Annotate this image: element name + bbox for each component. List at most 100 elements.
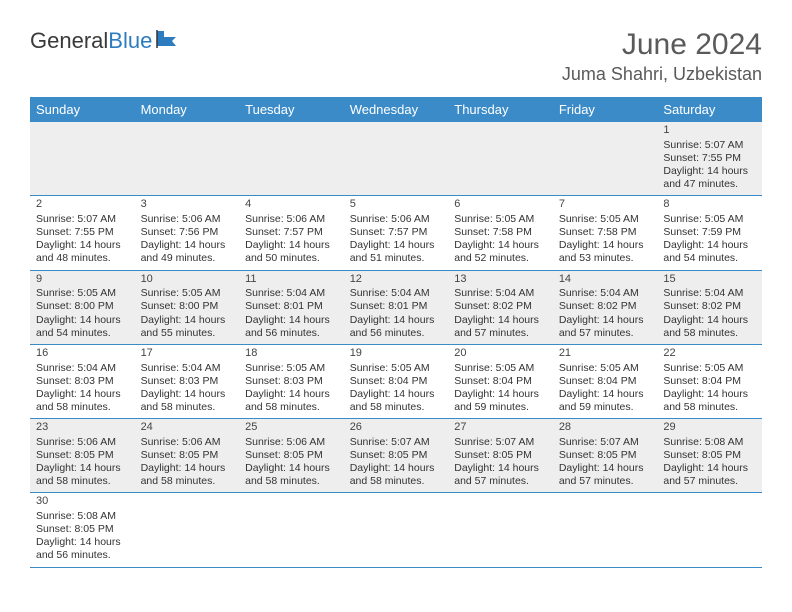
daylight-text: Daylight: 14 hours and 58 minutes. xyxy=(36,388,129,414)
calendar-day-cell: 7Sunrise: 5:05 AMSunset: 7:58 PMDaylight… xyxy=(553,196,658,270)
sunrise-text: Sunrise: 5:04 AM xyxy=(350,287,443,300)
day-number: 21 xyxy=(559,347,652,361)
daylight-text: Daylight: 14 hours and 59 minutes. xyxy=(559,388,652,414)
sunrise-text: Sunrise: 5:06 AM xyxy=(141,213,234,226)
calendar-day-cell xyxy=(344,122,449,196)
sunrise-text: Sunrise: 5:04 AM xyxy=(559,287,652,300)
sunset-text: Sunset: 8:05 PM xyxy=(350,449,443,462)
daylight-text: Daylight: 14 hours and 55 minutes. xyxy=(141,314,234,340)
sunset-text: Sunset: 8:03 PM xyxy=(141,375,234,388)
sunset-text: Sunset: 8:05 PM xyxy=(36,523,129,536)
calendar-week-row: 2Sunrise: 5:07 AMSunset: 7:55 PMDaylight… xyxy=(30,196,762,270)
calendar-day-cell: 4Sunrise: 5:06 AMSunset: 7:57 PMDaylight… xyxy=(239,196,344,270)
day-number: 29 xyxy=(663,421,756,435)
sunset-text: Sunset: 8:04 PM xyxy=(663,375,756,388)
daylight-text: Daylight: 14 hours and 47 minutes. xyxy=(663,165,756,191)
sunset-text: Sunset: 8:03 PM xyxy=(36,375,129,388)
location-subtitle: Juma Shahri, Uzbekistan xyxy=(562,64,762,85)
day-number: 15 xyxy=(663,273,756,287)
daylight-text: Daylight: 14 hours and 58 minutes. xyxy=(350,388,443,414)
day-number: 30 xyxy=(36,495,129,509)
day-number: 14 xyxy=(559,273,652,287)
calendar-day-cell: 27Sunrise: 5:07 AMSunset: 8:05 PMDayligh… xyxy=(448,419,553,493)
sunset-text: Sunset: 8:01 PM xyxy=(245,300,338,313)
daylight-text: Daylight: 14 hours and 57 minutes. xyxy=(559,314,652,340)
sunrise-text: Sunrise: 5:06 AM xyxy=(36,436,129,449)
logo: GeneralBlue xyxy=(30,28,182,54)
flag-icon xyxy=(156,28,182,54)
weekday-header: Monday xyxy=(135,97,240,122)
sunset-text: Sunset: 8:02 PM xyxy=(663,300,756,313)
sunrise-text: Sunrise: 5:07 AM xyxy=(663,139,756,152)
sunset-text: Sunset: 8:04 PM xyxy=(559,375,652,388)
calendar-day-cell: 3Sunrise: 5:06 AMSunset: 7:56 PMDaylight… xyxy=(135,196,240,270)
day-number: 4 xyxy=(245,198,338,212)
weekday-header: Tuesday xyxy=(239,97,344,122)
sunrise-text: Sunrise: 5:05 AM xyxy=(350,362,443,375)
sunrise-text: Sunrise: 5:07 AM xyxy=(559,436,652,449)
sunset-text: Sunset: 7:55 PM xyxy=(36,226,129,239)
sunrise-text: Sunrise: 5:08 AM xyxy=(36,510,129,523)
daylight-text: Daylight: 14 hours and 50 minutes. xyxy=(245,239,338,265)
calendar-day-cell: 13Sunrise: 5:04 AMSunset: 8:02 PMDayligh… xyxy=(448,270,553,344)
daylight-text: Daylight: 14 hours and 56 minutes. xyxy=(245,314,338,340)
day-number: 13 xyxy=(454,273,547,287)
daylight-text: Daylight: 14 hours and 49 minutes. xyxy=(141,239,234,265)
calendar-day-cell: 1Sunrise: 5:07 AMSunset: 7:55 PMDaylight… xyxy=(657,122,762,196)
calendar-day-cell: 22Sunrise: 5:05 AMSunset: 8:04 PMDayligh… xyxy=(657,344,762,418)
day-number: 9 xyxy=(36,273,129,287)
day-number: 20 xyxy=(454,347,547,361)
sunrise-text: Sunrise: 5:05 AM xyxy=(245,362,338,375)
sunrise-text: Sunrise: 5:05 AM xyxy=(454,213,547,226)
title-block: June 2024 Juma Shahri, Uzbekistan xyxy=(562,28,762,85)
day-number: 11 xyxy=(245,273,338,287)
calendar-day-cell xyxy=(553,122,658,196)
calendar-day-cell: 10Sunrise: 5:05 AMSunset: 8:00 PMDayligh… xyxy=(135,270,240,344)
sunrise-text: Sunrise: 5:05 AM xyxy=(36,287,129,300)
calendar-day-cell xyxy=(135,493,240,567)
calendar-day-cell: 9Sunrise: 5:05 AMSunset: 8:00 PMDaylight… xyxy=(30,270,135,344)
calendar-day-cell: 21Sunrise: 5:05 AMSunset: 8:04 PMDayligh… xyxy=(553,344,658,418)
day-number: 17 xyxy=(141,347,234,361)
daylight-text: Daylight: 14 hours and 57 minutes. xyxy=(663,462,756,488)
day-number: 10 xyxy=(141,273,234,287)
sunrise-text: Sunrise: 5:04 AM xyxy=(454,287,547,300)
weekday-header: Thursday xyxy=(448,97,553,122)
sunset-text: Sunset: 8:00 PM xyxy=(36,300,129,313)
sunrise-text: Sunrise: 5:04 AM xyxy=(141,362,234,375)
day-number: 6 xyxy=(454,198,547,212)
weekday-header-row: Sunday Monday Tuesday Wednesday Thursday… xyxy=(30,97,762,122)
sunset-text: Sunset: 7:57 PM xyxy=(350,226,443,239)
calendar-day-cell: 29Sunrise: 5:08 AMSunset: 8:05 PMDayligh… xyxy=(657,419,762,493)
daylight-text: Daylight: 14 hours and 58 minutes. xyxy=(245,462,338,488)
sunrise-text: Sunrise: 5:04 AM xyxy=(245,287,338,300)
daylight-text: Daylight: 14 hours and 58 minutes. xyxy=(141,462,234,488)
sunset-text: Sunset: 8:05 PM xyxy=(36,449,129,462)
logo-text-1: General xyxy=(30,28,108,54)
sunset-text: Sunset: 7:55 PM xyxy=(663,152,756,165)
calendar-day-cell xyxy=(448,493,553,567)
calendar-week-row: 9Sunrise: 5:05 AMSunset: 8:00 PM Daylight… xyxy=(30,270,762,344)
logo-text-2: Blue xyxy=(108,28,152,54)
calendar-day-cell xyxy=(135,122,240,196)
sunset-text: Sunset: 8:04 PM xyxy=(454,375,547,388)
calendar-day-cell: 18Sunrise: 5:05 AMSunset: 8:03 PMDayligh… xyxy=(239,344,344,418)
calendar-day-cell: 11Sunrise: 5:04 AMSunset: 8:01 PMDayligh… xyxy=(239,270,344,344)
sunrise-text: Sunrise: 5:07 AM xyxy=(350,436,443,449)
calendar-table: Sunday Monday Tuesday Wednesday Thursday… xyxy=(30,97,762,568)
day-number: 1 xyxy=(663,124,756,138)
calendar-day-cell: 28Sunrise: 5:07 AMSunset: 8:05 PMDayligh… xyxy=(553,419,658,493)
calendar-day-cell: 16Sunrise: 5:04 AMSunset: 8:03 PMDayligh… xyxy=(30,344,135,418)
calendar-day-cell: 14Sunrise: 5:04 AMSunset: 8:02 PMDayligh… xyxy=(553,270,658,344)
sunrise-text: Sunrise: 5:05 AM xyxy=(559,362,652,375)
calendar-day-cell: 19Sunrise: 5:05 AMSunset: 8:04 PMDayligh… xyxy=(344,344,449,418)
calendar-day-cell: 26Sunrise: 5:07 AMSunset: 8:05 PMDayligh… xyxy=(344,419,449,493)
day-number: 8 xyxy=(663,198,756,212)
daylight-text: Daylight: 14 hours and 57 minutes. xyxy=(454,462,547,488)
sunset-text: Sunset: 8:05 PM xyxy=(141,449,234,462)
day-number: 2 xyxy=(36,198,129,212)
sunrise-text: Sunrise: 5:06 AM xyxy=(141,436,234,449)
sunset-text: Sunset: 7:58 PM xyxy=(559,226,652,239)
day-number: 22 xyxy=(663,347,756,361)
calendar-day-cell xyxy=(239,493,344,567)
